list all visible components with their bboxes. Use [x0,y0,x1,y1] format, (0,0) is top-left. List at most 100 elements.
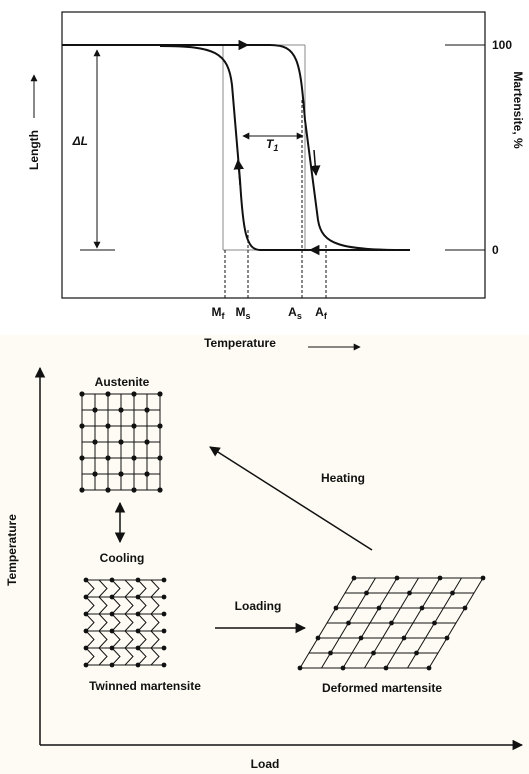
atom [83,628,89,634]
lattice-line [85,647,95,666]
hysteresis-label: T1 [266,137,278,153]
lattice-line [428,577,484,669]
right-tick-label: 0 [492,243,499,257]
atom [109,577,115,583]
atom [358,635,364,641]
temperature-label: As [288,305,302,321]
lattice-line [137,630,147,649]
atom [157,487,163,493]
atom [161,662,167,668]
atom [118,439,124,445]
lattice-line [98,613,108,632]
x-axis-label: Load [251,757,280,771]
atom [131,391,137,397]
atom [161,645,167,651]
lattice-line [150,630,160,649]
sub: f [222,311,226,321]
atom [131,423,137,429]
left-axis-label: Length [27,130,41,170]
atom [79,423,85,429]
atom [389,620,394,626]
atom [437,575,443,581]
atom [135,628,141,634]
atom [109,594,115,600]
loading-label: Loading [235,599,282,613]
atom [109,645,115,651]
temperature-label: Af [315,305,328,321]
deformed-lattice [297,575,486,671]
plot-frame [61,11,486,299]
temperature-labels: Mf Ms As Af [212,305,328,321]
main: M [212,305,222,319]
atom [79,391,85,397]
atom [135,645,141,651]
lattice-line [85,596,95,615]
y-axis-label: Temperature [5,514,19,586]
atom [79,455,85,461]
atom [364,590,369,596]
atom [432,620,437,626]
atom [92,471,98,477]
main: T [266,137,275,151]
lattice-line [111,596,121,615]
main: A [288,305,297,319]
atom [157,391,163,397]
atom [462,605,468,611]
atom [109,662,115,668]
atom [161,611,167,617]
atom [83,645,89,651]
lattice-line [111,579,121,598]
cooling-label: Cooling [100,551,145,565]
lattice-line [98,630,108,649]
sub: f [324,311,328,321]
atom [144,407,150,413]
arrow [310,149,321,177]
atom [131,455,137,461]
austenite-label: Austenite [95,375,150,389]
atom [92,439,98,445]
atom [346,620,351,626]
atom [394,575,400,581]
atom [135,577,141,583]
lower-background [0,335,529,774]
heating-curve [62,44,411,251]
lattice-line [137,647,147,666]
delta-label: ΔL [72,134,88,148]
atom [351,575,357,581]
lattice-line [150,579,160,598]
atom [135,594,141,600]
lattice-line [150,596,160,615]
atom [92,407,98,413]
atom [419,605,425,611]
atom [426,665,432,671]
atom [407,590,412,596]
lattice-line [150,647,160,666]
atom [157,423,163,429]
atom [83,611,89,617]
atom [376,605,382,611]
temperature-label: Ms [235,305,250,321]
atom [79,487,85,493]
atom [144,471,150,477]
atom [109,628,115,634]
deformed-label: Deformed martensite [322,681,442,695]
lattice-line [124,579,134,598]
temperature-label: Mf [212,305,226,321]
lattice-line [124,596,134,615]
x-axis-label: Temperature [204,336,276,350]
atom [118,471,124,477]
atom [83,577,89,583]
sub: s [245,311,250,321]
atom [401,635,407,641]
arrow [233,158,244,186]
atom [340,665,346,671]
atom [383,665,389,671]
atom [480,575,486,581]
right-axis-label: Martensite, % [511,71,525,149]
atom [83,594,89,600]
twinned-lattice [83,577,167,668]
atom [118,407,124,413]
twinned-label: Twinned martensite [89,679,201,693]
lattice-line [150,613,160,632]
lattice-line [137,613,147,632]
